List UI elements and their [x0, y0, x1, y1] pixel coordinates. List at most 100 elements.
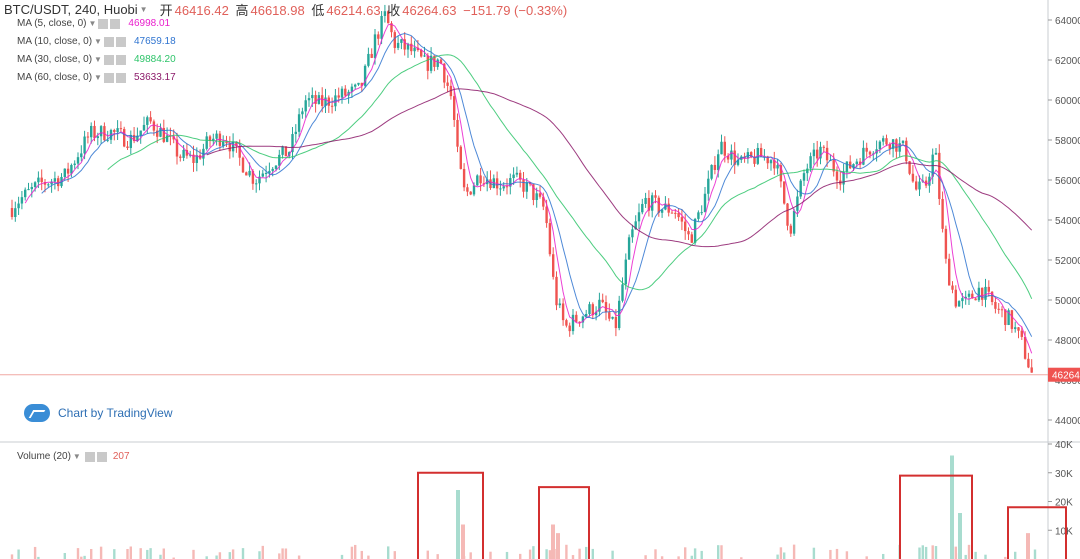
candle-body	[93, 125, 96, 139]
volume-bar	[258, 551, 261, 559]
volume-bar	[139, 548, 142, 559]
candle-body	[802, 173, 806, 181]
chevron-down-icon[interactable]: ▼	[94, 55, 102, 64]
candle-body	[271, 168, 274, 171]
settings-icon[interactable]	[103, 36, 114, 47]
candle-body	[878, 141, 882, 150]
candle-body	[928, 176, 931, 186]
volume-bar	[426, 550, 429, 559]
volume-bar	[297, 555, 301, 559]
volume-bar	[934, 546, 938, 559]
candle-body	[720, 141, 723, 155]
ma-line	[107, 54, 1033, 300]
chart-header: BTC/USDT, 240, Huobi ▼ 开 46416.42 高 46618.…	[0, 0, 570, 18]
candle-body	[515, 172, 519, 175]
settings-icon[interactable]	[103, 54, 114, 65]
tradingview-branding[interactable]: Chart by TradingView	[24, 404, 173, 422]
volume-bar	[436, 554, 439, 559]
candle-body	[1027, 358, 1030, 368]
candle-body	[581, 316, 585, 323]
candle-body	[512, 174, 515, 179]
candle-body	[330, 105, 334, 107]
candle-body	[974, 298, 977, 301]
candle-body	[624, 259, 627, 285]
candle-body	[627, 237, 631, 260]
candle-body	[621, 284, 624, 301]
volume-bar	[812, 547, 816, 559]
close-icon[interactable]	[96, 451, 107, 462]
close-icon[interactable]	[115, 36, 126, 47]
chevron-down-icon[interactable]: ▼	[94, 37, 102, 46]
volume-bar	[218, 552, 222, 559]
volume-bar	[281, 548, 284, 559]
candle-body	[231, 141, 235, 152]
volume-bar	[931, 545, 934, 559]
ma-legend-10[interactable]: MA (10, close, 0) ▼ 47659.18	[17, 36, 176, 47]
candle-body	[20, 197, 24, 204]
candle-body	[83, 136, 86, 154]
volume-bar	[354, 544, 357, 559]
candle-body	[76, 157, 80, 164]
candle-body	[703, 193, 707, 213]
ma-legend-60[interactable]: MA (60, close, 0) ▼ 53633.17	[17, 72, 176, 83]
candle-body	[63, 168, 66, 177]
settings-icon[interactable]	[103, 72, 114, 83]
candle-body	[938, 152, 941, 199]
price-tick-label: 48000	[1055, 336, 1080, 347]
candle-body	[641, 203, 644, 213]
settings-icon[interactable]	[98, 18, 109, 29]
candle-body	[548, 223, 552, 255]
ma-legend-30[interactable]: MA (30, close, 0) ▼ 49884.20	[17, 54, 176, 65]
close-icon[interactable]	[115, 54, 126, 65]
candle-body	[466, 187, 469, 192]
volume-bar	[690, 555, 693, 559]
volume-bar	[776, 554, 779, 559]
candle-body	[783, 181, 786, 204]
settings-icon[interactable]	[84, 451, 95, 462]
volume-bar	[37, 556, 40, 559]
candle-body	[278, 154, 281, 166]
candle-body	[406, 43, 410, 50]
candle-body	[690, 234, 693, 243]
candle-body	[862, 147, 865, 165]
close-icon[interactable]	[115, 72, 126, 83]
volume-legend[interactable]: Volume (20) ▼ 207	[17, 451, 130, 462]
close-icon[interactable]	[110, 18, 121, 29]
chevron-down-icon[interactable]: ▼	[139, 4, 148, 14]
candle-body	[255, 183, 258, 185]
candle-body	[344, 88, 347, 96]
candle-body	[222, 141, 225, 146]
volume-bar	[964, 554, 967, 559]
candle-body	[43, 182, 47, 185]
volume-bar	[83, 555, 86, 559]
chevron-down-icon[interactable]: ▼	[88, 19, 97, 28]
candle-body	[1014, 327, 1017, 329]
candle-body	[816, 149, 819, 159]
candle-body	[241, 157, 245, 173]
candle-body	[888, 144, 891, 149]
candle-body	[552, 254, 555, 277]
candle-body	[865, 147, 868, 152]
candle-body	[99, 126, 103, 137]
candle-body	[235, 141, 238, 146]
volume-tick-label: 40K	[1055, 440, 1073, 451]
candle-body	[238, 145, 241, 158]
candle-body	[96, 136, 99, 139]
candle-body	[337, 95, 340, 98]
symbol-label[interactable]: BTC/USDT, 240, Huobi	[4, 1, 138, 17]
candle-body	[426, 55, 429, 71]
volume-bar	[340, 554, 344, 559]
candle-body	[684, 221, 687, 232]
candle-body	[835, 171, 839, 181]
candle-body	[707, 178, 710, 194]
candle-body	[175, 139, 179, 157]
volume-bar	[1004, 556, 1007, 559]
chevron-down-icon[interactable]: ▼	[72, 452, 81, 461]
ma-legend-5[interactable]: MA (5, close, 0) ▼ 46998.01	[17, 18, 170, 29]
candle-body	[806, 168, 809, 174]
chevron-down-icon[interactable]: ▼	[94, 73, 102, 82]
candle-body	[525, 182, 528, 192]
volume-bar	[611, 550, 614, 559]
branding-text[interactable]: Chart by TradingView	[58, 406, 173, 420]
